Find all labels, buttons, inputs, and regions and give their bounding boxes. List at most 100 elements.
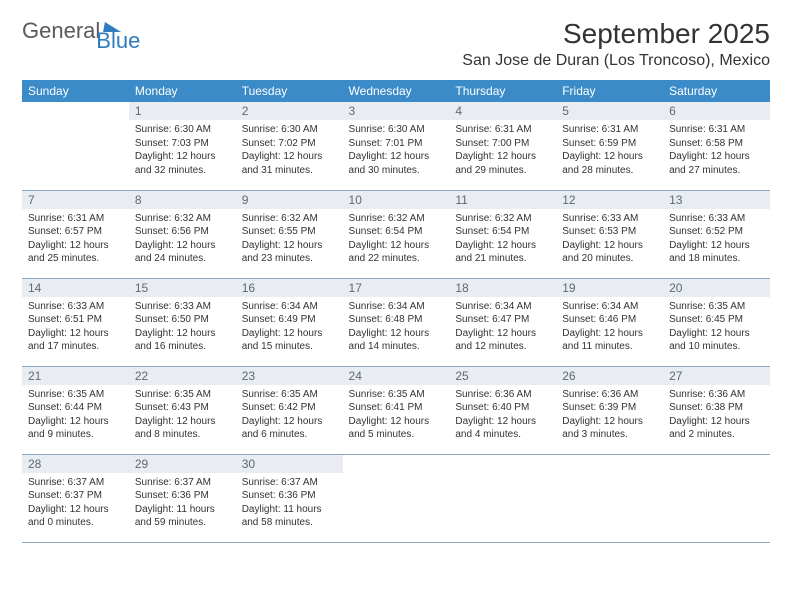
sunrise-text: Sunrise: 6:33 AM [28, 300, 123, 314]
calendar-week-row: 1Sunrise: 6:30 AMSunset: 7:03 PMDaylight… [22, 102, 770, 190]
day-details: Sunrise: 6:34 AMSunset: 6:47 PMDaylight:… [449, 297, 556, 358]
sunset-text: Sunset: 6:50 PM [135, 313, 230, 327]
day-number: 15 [129, 279, 236, 297]
day-number: 4 [449, 102, 556, 120]
daylight-text: Daylight: 12 hours and 15 minutes. [242, 327, 337, 354]
day-details: Sunrise: 6:35 AMSunset: 6:41 PMDaylight:… [343, 385, 450, 446]
sunset-text: Sunset: 6:46 PM [562, 313, 657, 327]
sunrise-text: Sunrise: 6:37 AM [242, 476, 337, 490]
daylight-text: Daylight: 12 hours and 2 minutes. [669, 415, 764, 442]
location-subtitle: San Jose de Duran (Los Troncoso), Mexico [462, 52, 770, 70]
daylight-text: Daylight: 12 hours and 6 minutes. [242, 415, 337, 442]
daylight-text: Daylight: 12 hours and 24 minutes. [135, 239, 230, 266]
day-number: 13 [663, 191, 770, 209]
daylight-text: Daylight: 12 hours and 20 minutes. [562, 239, 657, 266]
calendar-cell: 11Sunrise: 6:32 AMSunset: 6:54 PMDayligh… [449, 190, 556, 278]
calendar-cell: 1Sunrise: 6:30 AMSunset: 7:03 PMDaylight… [129, 102, 236, 190]
day-details: Sunrise: 6:37 AMSunset: 6:36 PMDaylight:… [236, 473, 343, 534]
day-details: Sunrise: 6:30 AMSunset: 7:03 PMDaylight:… [129, 120, 236, 181]
daylight-text: Daylight: 12 hours and 29 minutes. [455, 150, 550, 177]
sunrise-text: Sunrise: 6:35 AM [349, 388, 444, 402]
day-number: 22 [129, 367, 236, 385]
day-header: Tuesday [236, 80, 343, 102]
sunset-text: Sunset: 7:00 PM [455, 137, 550, 151]
sunrise-text: Sunrise: 6:35 AM [669, 300, 764, 314]
calendar-cell [343, 454, 450, 542]
sunrise-text: Sunrise: 6:30 AM [242, 123, 337, 137]
sunrise-text: Sunrise: 6:31 AM [669, 123, 764, 137]
day-number: 11 [449, 191, 556, 209]
day-number: 27 [663, 367, 770, 385]
sunrise-text: Sunrise: 6:34 AM [455, 300, 550, 314]
day-details: Sunrise: 6:34 AMSunset: 6:49 PMDaylight:… [236, 297, 343, 358]
day-details: Sunrise: 6:30 AMSunset: 7:02 PMDaylight:… [236, 120, 343, 181]
sunrise-text: Sunrise: 6:33 AM [562, 212, 657, 226]
day-details: Sunrise: 6:31 AMSunset: 6:59 PMDaylight:… [556, 120, 663, 181]
brand-part2: Blue [96, 28, 140, 54]
day-details: Sunrise: 6:35 AMSunset: 6:42 PMDaylight:… [236, 385, 343, 446]
day-number: 9 [236, 191, 343, 209]
sunset-text: Sunset: 7:02 PM [242, 137, 337, 151]
daylight-text: Daylight: 12 hours and 22 minutes. [349, 239, 444, 266]
day-details: Sunrise: 6:34 AMSunset: 6:48 PMDaylight:… [343, 297, 450, 358]
brand-logo: General Blue [22, 18, 168, 44]
daylight-text: Daylight: 12 hours and 32 minutes. [135, 150, 230, 177]
brand-part1: General [22, 18, 100, 44]
day-number: 23 [236, 367, 343, 385]
calendar-cell: 28Sunrise: 6:37 AMSunset: 6:37 PMDayligh… [22, 454, 129, 542]
sunset-text: Sunset: 6:38 PM [669, 401, 764, 415]
day-header: Monday [129, 80, 236, 102]
sunset-text: Sunset: 6:49 PM [242, 313, 337, 327]
calendar-cell: 12Sunrise: 6:33 AMSunset: 6:53 PMDayligh… [556, 190, 663, 278]
calendar-cell: 8Sunrise: 6:32 AMSunset: 6:56 PMDaylight… [129, 190, 236, 278]
daylight-text: Daylight: 12 hours and 16 minutes. [135, 327, 230, 354]
day-number: 16 [236, 279, 343, 297]
day-header: Saturday [663, 80, 770, 102]
day-number: 2 [236, 102, 343, 120]
day-number: 24 [343, 367, 450, 385]
sunset-text: Sunset: 6:44 PM [28, 401, 123, 415]
day-details: Sunrise: 6:36 AMSunset: 6:40 PMDaylight:… [449, 385, 556, 446]
day-details: Sunrise: 6:35 AMSunset: 6:45 PMDaylight:… [663, 297, 770, 358]
day-details: Sunrise: 6:35 AMSunset: 6:44 PMDaylight:… [22, 385, 129, 446]
day-details: Sunrise: 6:31 AMSunset: 6:58 PMDaylight:… [663, 120, 770, 181]
day-header: Wednesday [343, 80, 450, 102]
day-number: 19 [556, 279, 663, 297]
calendar-cell: 14Sunrise: 6:33 AMSunset: 6:51 PMDayligh… [22, 278, 129, 366]
sunset-text: Sunset: 6:56 PM [135, 225, 230, 239]
sunset-text: Sunset: 6:48 PM [349, 313, 444, 327]
day-number: 14 [22, 279, 129, 297]
daylight-text: Daylight: 12 hours and 30 minutes. [349, 150, 444, 177]
calendar-cell: 15Sunrise: 6:33 AMSunset: 6:50 PMDayligh… [129, 278, 236, 366]
calendar-cell: 13Sunrise: 6:33 AMSunset: 6:52 PMDayligh… [663, 190, 770, 278]
day-number: 17 [343, 279, 450, 297]
sunrise-text: Sunrise: 6:37 AM [28, 476, 123, 490]
day-number: 3 [343, 102, 450, 120]
day-details: Sunrise: 6:36 AMSunset: 6:39 PMDaylight:… [556, 385, 663, 446]
calendar-table: Sunday Monday Tuesday Wednesday Thursday… [22, 80, 770, 543]
sunset-text: Sunset: 6:59 PM [562, 137, 657, 151]
day-details: Sunrise: 6:32 AMSunset: 6:54 PMDaylight:… [343, 209, 450, 270]
day-details: Sunrise: 6:35 AMSunset: 6:43 PMDaylight:… [129, 385, 236, 446]
sunrise-text: Sunrise: 6:34 AM [562, 300, 657, 314]
day-details: Sunrise: 6:32 AMSunset: 6:55 PMDaylight:… [236, 209, 343, 270]
day-header: Thursday [449, 80, 556, 102]
calendar-week-row: 28Sunrise: 6:37 AMSunset: 6:37 PMDayligh… [22, 454, 770, 542]
sunset-text: Sunset: 6:39 PM [562, 401, 657, 415]
calendar-cell: 24Sunrise: 6:35 AMSunset: 6:41 PMDayligh… [343, 366, 450, 454]
day-number: 7 [22, 191, 129, 209]
sunrise-text: Sunrise: 6:35 AM [135, 388, 230, 402]
sunrise-text: Sunrise: 6:35 AM [242, 388, 337, 402]
day-details: Sunrise: 6:34 AMSunset: 6:46 PMDaylight:… [556, 297, 663, 358]
day-number: 6 [663, 102, 770, 120]
calendar-cell [663, 454, 770, 542]
day-details: Sunrise: 6:33 AMSunset: 6:53 PMDaylight:… [556, 209, 663, 270]
daylight-text: Daylight: 12 hours and 9 minutes. [28, 415, 123, 442]
day-details: Sunrise: 6:30 AMSunset: 7:01 PMDaylight:… [343, 120, 450, 181]
sunset-text: Sunset: 6:47 PM [455, 313, 550, 327]
sunrise-text: Sunrise: 6:35 AM [28, 388, 123, 402]
sunrise-text: Sunrise: 6:36 AM [669, 388, 764, 402]
sunset-text: Sunset: 6:40 PM [455, 401, 550, 415]
day-details: Sunrise: 6:32 AMSunset: 6:54 PMDaylight:… [449, 209, 556, 270]
sunrise-text: Sunrise: 6:30 AM [135, 123, 230, 137]
